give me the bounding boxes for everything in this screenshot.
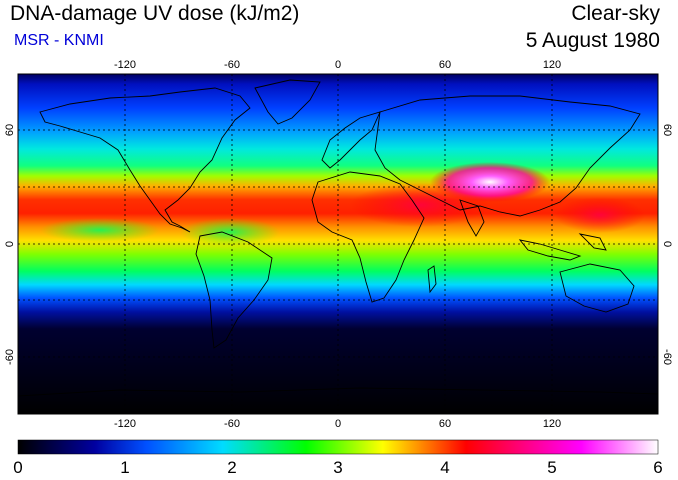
lat-tick-right: 0: [661, 241, 673, 247]
colorbar-label: 1: [120, 458, 130, 477]
gridlines: [18, 74, 658, 414]
lat-tick-left: -60: [4, 349, 16, 365]
lon-tick-bottom: 120: [543, 418, 561, 430]
lat-tick-left: 60: [4, 124, 16, 136]
lat-tick-right: -60: [661, 349, 673, 365]
lon-tick-top: -120: [114, 59, 136, 71]
lon-tick-top: -60: [224, 59, 240, 71]
condition-label: Clear-sky: [571, 2, 660, 25]
colorbar-label: 5: [547, 458, 557, 477]
lat-tick-left: 0: [4, 241, 16, 247]
lon-tick-bottom: 0: [335, 418, 341, 430]
colorbar: [18, 440, 658, 454]
colorbar-label: 2: [227, 458, 237, 477]
lon-tick-top: 120: [543, 59, 561, 71]
lon-tick-top: 0: [335, 59, 341, 71]
lon-tick-bottom: -120: [114, 418, 136, 430]
map-title: DNA-damage UV dose (kJ/m2): [10, 2, 300, 25]
colorbar-frame: [17, 439, 659, 455]
lon-tick-top: 60: [439, 59, 451, 71]
colorbar-label: 6: [653, 458, 663, 477]
lon-tick-bottom: 60: [439, 418, 451, 430]
lon-tick-bottom: -60: [224, 418, 240, 430]
map-subtitle: MSR - KNMI: [14, 32, 104, 49]
date-label: 5 August 1980: [525, 29, 660, 52]
colorbar-label: 4: [440, 458, 450, 477]
colorbar-label: 3: [333, 458, 343, 477]
coastlines: [18, 79, 658, 397]
map-frame: [17, 73, 659, 415]
lat-tick-right: 60: [661, 124, 673, 136]
colorbar-label: 0: [13, 458, 23, 477]
